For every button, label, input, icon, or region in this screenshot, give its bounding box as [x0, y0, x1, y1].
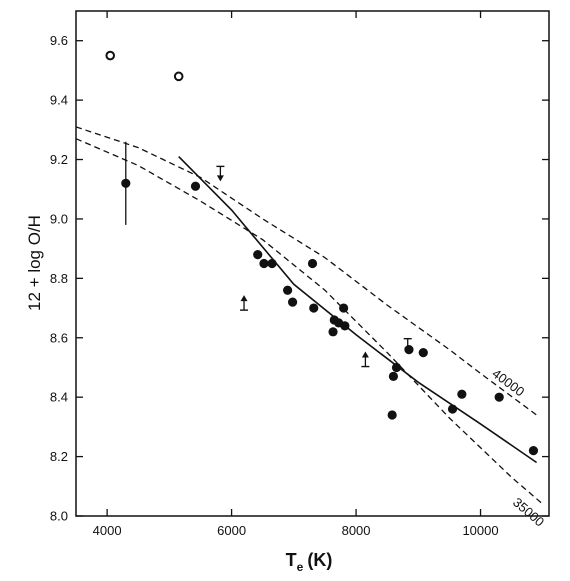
- plot-frame: [75, 10, 550, 517]
- data-point: [339, 303, 349, 313]
- data-point: [418, 348, 428, 358]
- data-point: [190, 181, 201, 191]
- y-tick-label: 8.2: [50, 449, 68, 464]
- y-axis-title: 12 + log O/H: [25, 215, 44, 311]
- x-axis-title-subscript: e: [297, 560, 304, 574]
- upper-limit-arrowhead: [216, 175, 224, 182]
- x-tick-label: 10000: [462, 523, 498, 538]
- y-tick-label: 8.8: [50, 271, 68, 286]
- y-tick-label: 9.0: [50, 211, 68, 226]
- data-point: [283, 285, 293, 295]
- upper-limit-arrowhead: [404, 347, 412, 354]
- y-tick-label: 8.0: [50, 509, 68, 524]
- curve-label-35000: 35000: [510, 495, 547, 530]
- data-point: [340, 321, 350, 331]
- data-point: [307, 258, 318, 269]
- y-tick-label: 8.4: [50, 390, 68, 405]
- model-curves: [75, 126, 544, 505]
- x-axis-title-symbol: T: [286, 550, 297, 570]
- x-tick-label: 6000: [217, 523, 246, 538]
- y-tick-label: 9.2: [50, 152, 68, 167]
- data-point: [328, 327, 338, 337]
- y-tick-label: 9.4: [50, 93, 68, 108]
- lower-limit-arrowhead: [361, 351, 369, 358]
- lower-limit-arrowhead: [240, 295, 248, 302]
- axis-ticks: 4000 6000 8000 10000 8.0 8.2 8.4 8.6 8.8 9.0 9.2 9.…: [50, 11, 549, 538]
- data-point: [391, 362, 402, 373]
- data-point: [447, 404, 458, 414]
- data-point: [259, 258, 269, 269]
- data-point-open: [173, 71, 184, 82]
- fit-line: [178, 156, 538, 464]
- x-axis-title-unit: (K): [307, 550, 332, 570]
- data-point: [387, 410, 397, 420]
- x-axis-title: Te (K): [286, 550, 333, 574]
- model-curve-40000: [75, 126, 537, 416]
- x-tick-label: 8000: [342, 523, 371, 538]
- y-tick-label: 8.6: [50, 330, 68, 345]
- data-point: [309, 303, 319, 313]
- data-point: [253, 249, 263, 260]
- data-points: [105, 50, 539, 456]
- data-point: [287, 297, 298, 307]
- data-point-open: [105, 50, 116, 61]
- data-point: [267, 258, 277, 269]
- y-tick-label: 9.6: [50, 33, 68, 48]
- data-point: [494, 392, 504, 402]
- x-tick-label: 4000: [93, 523, 122, 538]
- model-curve-35000: [75, 138, 544, 505]
- data-point: [457, 389, 467, 399]
- data-point: [388, 371, 399, 381]
- data-point: [528, 446, 539, 456]
